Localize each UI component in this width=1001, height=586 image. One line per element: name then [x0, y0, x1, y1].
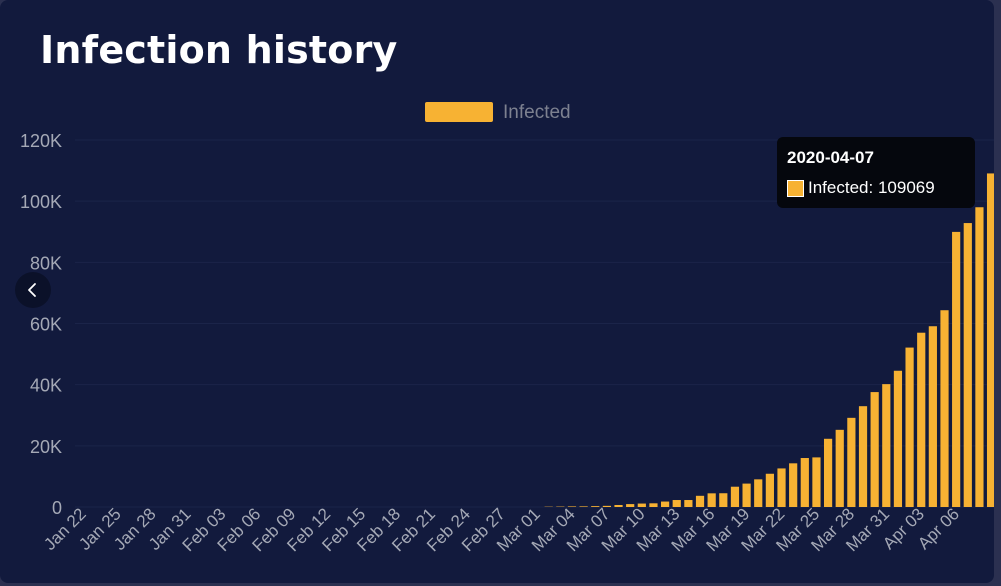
bar-series-infected[interactable] [544, 173, 994, 508]
legend[interactable]: Infected [425, 102, 571, 123]
y-tick-label: 120K [20, 131, 62, 151]
bar[interactable] [649, 503, 658, 507]
tooltip-label: Infected [808, 178, 869, 197]
bar[interactable] [754, 479, 763, 507]
bar[interactable] [567, 506, 577, 507]
bar[interactable] [893, 370, 903, 507]
bar[interactable] [637, 503, 646, 507]
bar[interactable] [905, 347, 914, 507]
bar[interactable] [858, 406, 868, 507]
tooltip-value: 109069 [877, 178, 935, 197]
bar[interactable] [707, 493, 716, 507]
bar[interactable] [789, 463, 798, 507]
bar[interactable] [579, 506, 588, 507]
bar-tooltip: 2020-04-07 Infected: 109069 [777, 137, 975, 208]
bar[interactable] [591, 506, 600, 507]
bar[interactable] [847, 417, 856, 507]
chevron-left-icon [28, 283, 36, 297]
bar[interactable] [730, 486, 740, 507]
bar[interactable] [952, 231, 961, 507]
bar[interactable] [800, 458, 809, 507]
y-tick-label: 0 [52, 498, 62, 518]
y-tick-label: 40K [30, 376, 62, 396]
bar[interactable] [614, 505, 623, 507]
page-title: Infection history [40, 28, 398, 72]
bar[interactable] [602, 505, 611, 507]
bar[interactable] [963, 223, 972, 508]
bar[interactable] [917, 332, 926, 507]
bar[interactable] [870, 392, 879, 507]
tooltip-row: Infected: 109069 [787, 178, 935, 198]
previous-button[interactable] [15, 272, 51, 308]
bar[interactable] [812, 457, 821, 507]
bar[interactable] [695, 495, 705, 507]
y-axis-ticks: 0 20K 40K 60K 80K 100K 120K [20, 131, 62, 518]
bar[interactable] [684, 500, 693, 507]
tooltip-date: 2020-04-07 [787, 148, 874, 167]
bar[interactable] [661, 501, 670, 507]
bar[interactable] [672, 500, 681, 507]
bar[interactable] [765, 473, 774, 507]
bar[interactable] [742, 483, 751, 507]
bar[interactable] [928, 326, 937, 507]
bar[interactable] [986, 173, 994, 507]
bar[interactable] [975, 207, 984, 507]
legend-swatch-infected[interactable] [425, 102, 493, 122]
y-tick-label: 80K [30, 253, 62, 273]
bar[interactable] [882, 384, 891, 507]
bar[interactable] [626, 504, 635, 507]
tooltip-swatch [787, 179, 804, 197]
bar[interactable] [777, 468, 786, 507]
tooltip-separator: : [868, 178, 878, 197]
bar[interactable] [719, 493, 728, 507]
bar[interactable] [835, 429, 844, 507]
y-tick-label: 100K [20, 192, 62, 212]
legend-label-infected[interactable]: Infected [503, 102, 571, 123]
bar[interactable] [823, 438, 833, 507]
bar[interactable] [940, 310, 949, 507]
y-tick-label: 20K [30, 437, 62, 457]
y-tick-label: 60K [30, 315, 62, 335]
